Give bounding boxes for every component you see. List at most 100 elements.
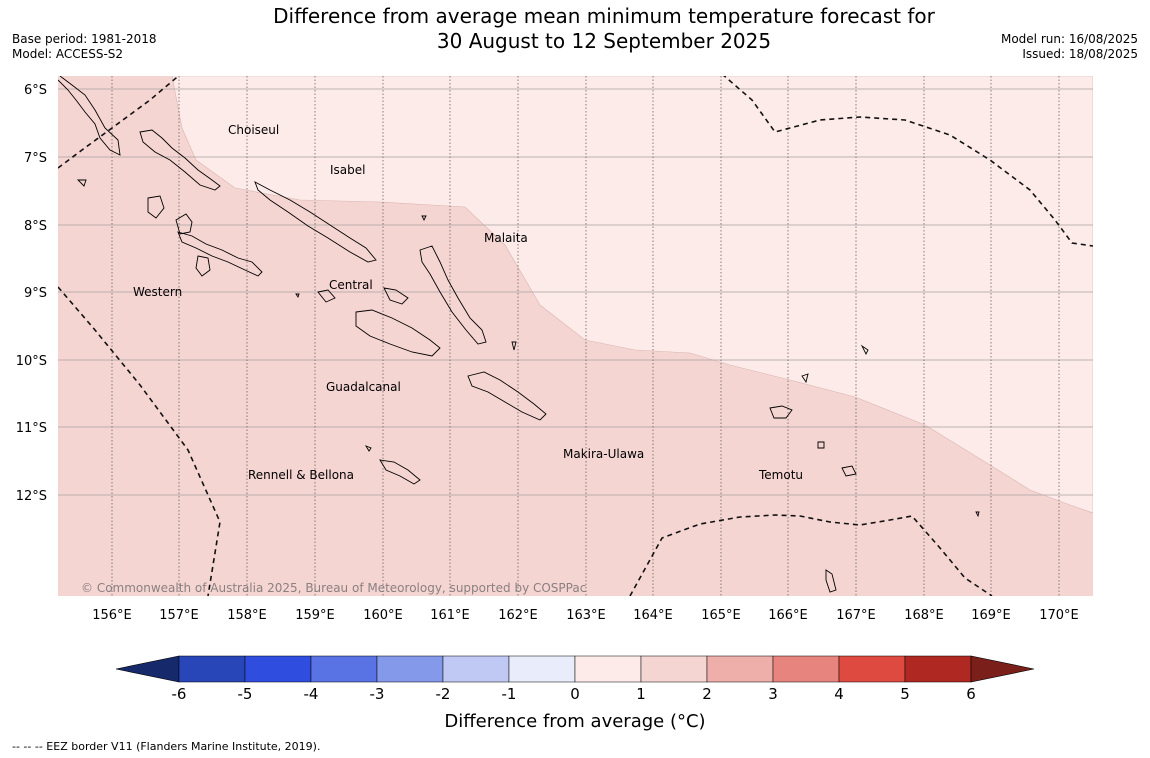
small-isle-a xyxy=(295,293,300,299)
map-title: Difference from average mean minimum tem… xyxy=(150,4,1058,54)
ontong-java-coast xyxy=(511,341,517,351)
anomaly-zone-0-1 xyxy=(171,76,1093,514)
meta-left: Base period: 1981-2018 Model: ACCESS-S2 xyxy=(12,32,157,62)
vanikoro-coast xyxy=(841,465,857,477)
bougainville-coast xyxy=(58,76,121,156)
colorbar-segment xyxy=(772,655,840,683)
lon-label: 161°E xyxy=(430,608,470,623)
copyright-text: © Commonwealth of Australia 2025, Bureau… xyxy=(81,581,586,595)
colorbar-tick-label: -4 xyxy=(304,685,319,703)
guadalcanal-coast xyxy=(355,309,441,357)
colorbar-title: Difference from average (°C) xyxy=(444,711,706,732)
title-line-2: 30 August to 12 September 2025 xyxy=(436,29,772,53)
utupua-coast xyxy=(817,441,825,449)
colorbar-tick-label: 3 xyxy=(768,685,778,703)
isabel-coast xyxy=(254,181,377,263)
colorbar-tick-label: -1 xyxy=(502,685,517,703)
model-run: Model run: 16/08/2025 xyxy=(1000,32,1138,46)
label-makira-ulawa: Makira-Ulawa xyxy=(563,447,644,461)
lat-labels: 6°S 7°S 8°S 9°S 10°S 11°S 12°S xyxy=(16,83,47,504)
rendova-coast xyxy=(195,255,211,277)
santa-cruz-coast xyxy=(769,405,793,419)
malaita-coast xyxy=(419,245,487,345)
map-frame: Choiseul Isabel Malaita Western Central … xyxy=(58,76,1093,596)
colorbar-segments xyxy=(178,655,972,683)
colorbar-segment xyxy=(178,655,246,683)
colorbar-tick-label: 2 xyxy=(702,685,712,703)
colorbar-tick-label: -5 xyxy=(238,685,253,703)
colorbar-tick-label: 5 xyxy=(900,685,910,703)
lon-label: 170°E xyxy=(1039,608,1079,623)
lat-label: 12°S xyxy=(16,489,47,504)
colorbar-segment xyxy=(244,655,312,683)
small-isle-b xyxy=(364,445,372,452)
lon-label: 164°E xyxy=(633,608,673,623)
colorbar-segment xyxy=(574,655,642,683)
label-choiseul: Choiseul xyxy=(228,123,279,137)
colorbar-tick-label: 1 xyxy=(636,685,646,703)
label-malaita: Malaita xyxy=(484,231,528,245)
central-coast xyxy=(317,289,336,303)
label-isabel: Isabel xyxy=(330,163,365,177)
florida-coast xyxy=(383,287,409,305)
meta-right: Model run: 16/08/2025 Issued: 18/08/2025 xyxy=(1001,32,1138,62)
lon-label: 159°E xyxy=(295,608,335,623)
label-central: Central xyxy=(329,278,373,292)
ranongga-coast xyxy=(147,195,165,219)
label-guadalcanal: Guadalcanal xyxy=(326,380,401,394)
colorbar-tick-label: -2 xyxy=(436,685,451,703)
colorbar-under-arrow xyxy=(115,655,180,683)
colorbar-segment xyxy=(904,655,972,683)
lat-label: 8°S xyxy=(24,219,47,234)
lon-label: 167°E xyxy=(836,608,876,623)
new-georgia-coast xyxy=(177,231,263,277)
colorbar-ticks: -6 -5 -4 -3 -2 -1 0 1 2 3 4 5 6 xyxy=(172,685,976,703)
colorbar-tick-label: -6 xyxy=(172,685,187,703)
colorbar-segment xyxy=(508,655,576,683)
lat-label: 10°S xyxy=(16,354,47,369)
lon-label: 157°E xyxy=(159,608,199,623)
colorbar-segment xyxy=(376,655,444,683)
lat-label: 6°S xyxy=(24,83,47,98)
lon-label: 156°E xyxy=(92,608,132,623)
lat-label: 11°S xyxy=(16,421,47,436)
base-period: Base period: 1981-2018 xyxy=(12,32,157,46)
colorbar-segment xyxy=(706,655,774,683)
reef-islands-coast xyxy=(801,373,809,384)
label-rennell-bellona: Rennell & Bellona xyxy=(248,468,354,482)
issued-date: Issued: 18/08/2025 xyxy=(1022,47,1138,61)
duff-islands-coast xyxy=(860,344,869,356)
colorbar-segment xyxy=(640,655,708,683)
colorbar: -6 -5 -4 -3 -2 -1 0 1 2 3 4 5 6 xyxy=(115,655,1035,703)
lon-label: 169°E xyxy=(971,608,1011,623)
lon-label: 160°E xyxy=(363,608,403,623)
region-labels: Choiseul Isabel Malaita Western Central … xyxy=(133,123,803,482)
lat-label: 7°S xyxy=(24,151,47,166)
small-isle-c xyxy=(421,215,427,222)
lat-label: 9°S xyxy=(24,286,47,301)
colorbar-segment xyxy=(310,655,378,683)
lon-label: 162°E xyxy=(498,608,538,623)
colorbar-over-arrow xyxy=(970,655,1035,683)
rennell-coast xyxy=(379,459,421,485)
lon-label: 165°E xyxy=(701,608,741,623)
choiseul-coast xyxy=(139,129,221,191)
model-name: Model: ACCESS-S2 xyxy=(12,47,124,61)
colorbar-segment xyxy=(838,655,906,683)
lon-label: 158°E xyxy=(227,608,267,623)
lon-labels: 156°E 157°E 158°E 159°E 160°E 161°E 162°… xyxy=(92,608,1079,623)
coastlines xyxy=(58,76,980,593)
colorbar-tick-label: -3 xyxy=(370,685,385,703)
colorbar-segment xyxy=(442,655,510,683)
lon-label: 163°E xyxy=(566,608,606,623)
small-isle-d xyxy=(975,511,980,518)
lon-label: 166°E xyxy=(768,608,808,623)
lon-gridlines xyxy=(111,76,1060,596)
colorbar-tick-label: 0 xyxy=(570,685,580,703)
title-line-1: Difference from average mean minimum tem… xyxy=(273,4,935,28)
eez-borders xyxy=(58,76,1093,596)
lon-label: 168°E xyxy=(904,608,944,623)
colorbar-tick-label: 6 xyxy=(966,685,976,703)
small-isle-e xyxy=(76,179,87,187)
label-temotu: Temotu xyxy=(758,468,803,482)
